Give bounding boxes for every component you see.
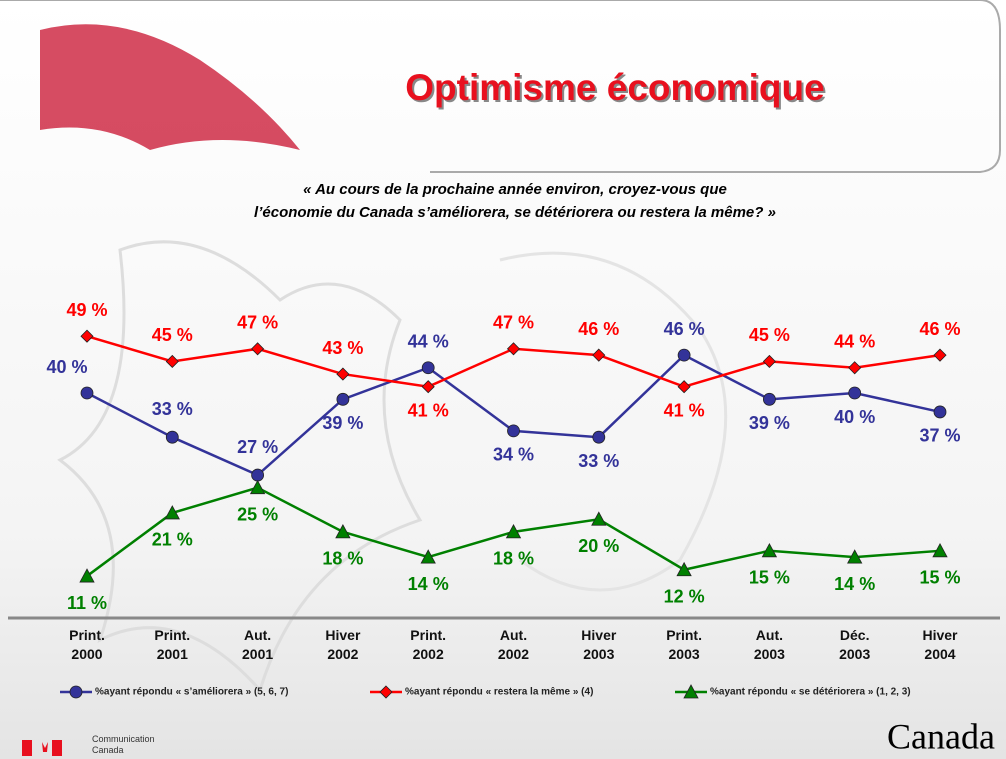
x-tick-label: Aut. 2001 — [242, 627, 274, 662]
value-label: 25 % — [237, 504, 278, 524]
point — [932, 542, 948, 558]
point — [336, 392, 350, 406]
leaf-decoration — [57, 240, 423, 693]
x-tick-label: Déc. 2003 — [839, 627, 871, 662]
value-label: 12 % — [664, 587, 705, 607]
point — [847, 549, 863, 564]
value-label: 47 % — [237, 313, 278, 333]
legend-marker — [683, 684, 699, 699]
value-label: 45 % — [152, 325, 193, 345]
point — [933, 348, 947, 362]
value-label: 44 % — [408, 332, 449, 352]
department: Communication Canada — [92, 734, 155, 755]
point — [762, 354, 776, 369]
x-tick-label: Hiver 2002 — [325, 627, 361, 662]
value-label: 40 % — [46, 357, 87, 377]
point — [165, 430, 179, 444]
point — [80, 329, 94, 343]
value-label: 40 % — [834, 407, 875, 427]
point — [505, 524, 522, 539]
x-tick-label: Hiver 2003 — [581, 627, 617, 662]
x-tick-label: Print. 2001 — [154, 627, 191, 662]
point — [251, 468, 265, 482]
value-label: 14 % — [834, 574, 875, 594]
point — [164, 505, 180, 520]
value-label: 47 % — [493, 313, 534, 333]
legend-label: %ayant répondu « s’améliorera » (5, 6, 7… — [95, 687, 288, 698]
value-label: 37 % — [919, 426, 960, 446]
point — [421, 361, 435, 375]
value-label: 46 % — [919, 319, 960, 339]
point — [249, 479, 266, 495]
point — [421, 380, 435, 394]
point — [933, 405, 947, 419]
point — [165, 354, 179, 369]
point — [336, 367, 350, 381]
value-label: 14 % — [408, 574, 449, 594]
value-label: 43 % — [322, 338, 363, 358]
value-label: 44 % — [834, 332, 875, 352]
point — [592, 348, 606, 362]
chart-title: Optimisme économique — [405, 67, 824, 108]
frame — [0, 0, 1001, 173]
flag-icon — [22, 740, 32, 756]
value-label: 18 % — [493, 549, 534, 569]
flag-icon — [42, 742, 48, 752]
value-label: 46 % — [664, 319, 705, 339]
title-shadow: Optimisme économique — [407, 69, 826, 110]
leaf-decoration — [499, 251, 728, 592]
value-label: 39 % — [749, 413, 790, 433]
value-label: 21 % — [152, 530, 193, 550]
legend-label: %ayant répondu « restera la même » (4) — [405, 687, 593, 698]
point — [335, 524, 351, 539]
value-label: 15 % — [919, 568, 960, 588]
value-label: 49 % — [66, 300, 107, 320]
point — [761, 542, 778, 558]
value-label: 33 % — [152, 399, 193, 419]
point — [848, 361, 862, 375]
x-tick-label: Aut. 2002 — [497, 627, 530, 662]
value-label: 34 % — [493, 445, 534, 465]
point — [507, 424, 520, 438]
value-label: 45 % — [749, 325, 790, 345]
value-label: 27 % — [237, 437, 278, 457]
point — [506, 342, 521, 356]
value-label: 11 % — [67, 593, 107, 613]
x-tick-label: Print. 2000 — [69, 627, 105, 662]
point — [80, 386, 94, 400]
value-label: 41 % — [664, 400, 705, 420]
point — [79, 568, 95, 583]
subtitle: « Au cours de la prochaine année environ… — [254, 181, 776, 221]
point — [420, 549, 436, 564]
point — [592, 430, 606, 444]
point — [676, 561, 692, 577]
point — [591, 511, 607, 526]
value-label: 15 % — [749, 568, 790, 588]
x-tick-label: Hiver 2004 — [922, 627, 958, 662]
legend-marker — [379, 685, 393, 699]
flag-decoration — [40, 24, 300, 150]
flag-icon — [52, 740, 62, 756]
x-tick-label: Print. 2003 — [666, 627, 702, 662]
point — [763, 392, 776, 406]
point — [251, 342, 265, 356]
value-label: 20 % — [578, 536, 619, 556]
point — [848, 386, 862, 400]
value-label: 39 % — [322, 413, 363, 433]
legend-marker — [69, 685, 83, 699]
value-label: 46 % — [578, 319, 619, 339]
value-label: 33 % — [578, 451, 619, 471]
wordmark: Canada — [887, 716, 995, 756]
point — [677, 348, 691, 362]
value-label: 18 % — [322, 549, 363, 569]
point — [677, 380, 691, 394]
x-tick-label: Aut. 2003 — [753, 627, 785, 662]
legend-label: %ayant répondu « se détériorera » (1, 2,… — [710, 687, 911, 698]
value-label: 41 % — [408, 400, 449, 420]
x-tick-label: Print. 2002 — [410, 627, 447, 662]
